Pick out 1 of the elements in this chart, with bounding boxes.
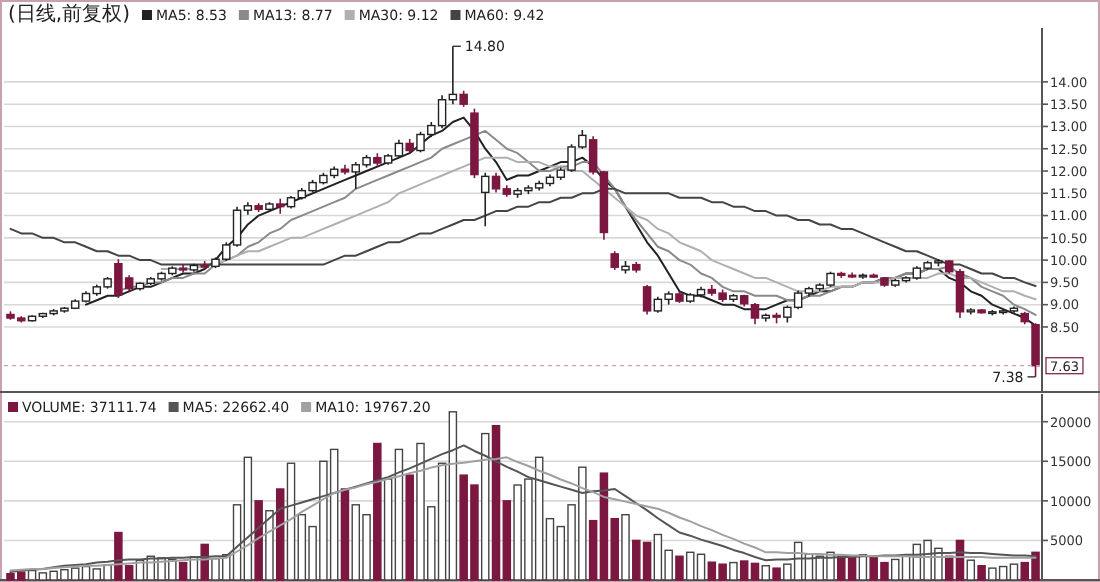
title: (日线,前复权) bbox=[8, 4, 130, 26]
